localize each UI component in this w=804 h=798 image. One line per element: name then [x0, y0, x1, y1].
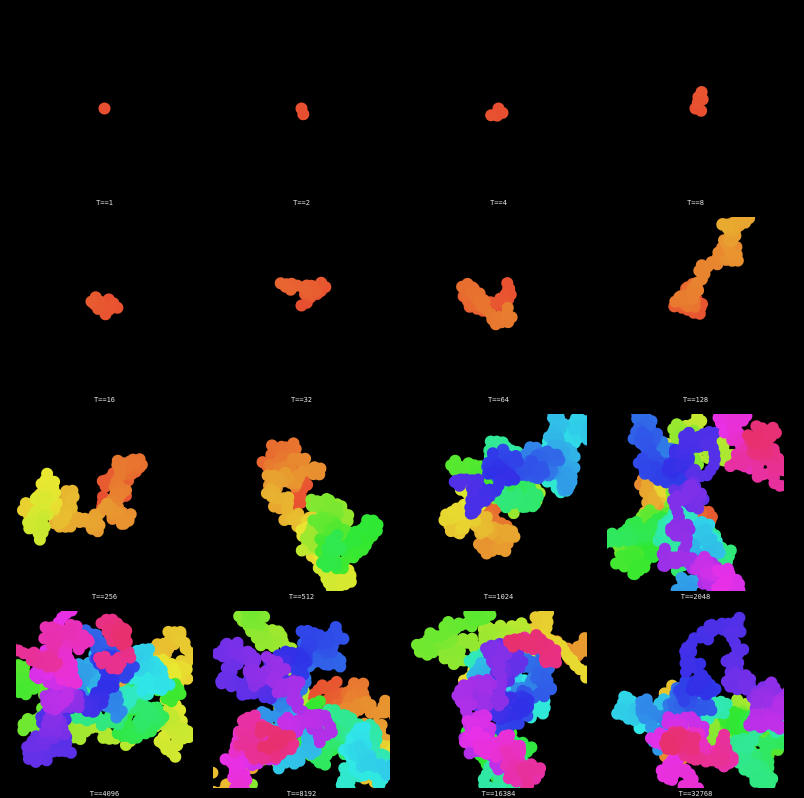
blob [280, 278, 293, 291]
blob [98, 102, 111, 115]
blob [585, 428, 587, 437]
blob [607, 534, 612, 546]
panel-image [85, 291, 124, 321]
blob [85, 295, 98, 308]
panel-label: T==4 [490, 199, 507, 207]
panel-label: T==32 [291, 396, 312, 404]
blob [501, 301, 514, 314]
panel-label: T==8 [687, 199, 704, 207]
blob [547, 414, 559, 418]
blob [742, 429, 755, 442]
panel-label: T==4096 [90, 790, 120, 798]
blob [36, 526, 49, 539]
panel-label: T==256 [92, 593, 117, 601]
panel-label: T==512 [289, 593, 314, 601]
blob [16, 651, 17, 657]
panel-label: T==1 [96, 199, 113, 207]
panel-image [213, 611, 390, 788]
panel-image [274, 276, 332, 312]
panel-image [98, 102, 111, 115]
panel-image [607, 414, 784, 591]
blob [485, 109, 498, 122]
blob [333, 543, 345, 556]
blob [721, 589, 729, 591]
blob [16, 682, 20, 695]
blob [779, 479, 784, 492]
panel-label: T==2048 [681, 593, 711, 601]
blob [65, 611, 78, 617]
blob [670, 589, 678, 591]
panel-label: T==1024 [484, 593, 514, 601]
panel-image [668, 217, 756, 320]
panel-label: T==64 [488, 396, 509, 404]
panel-label: T==8192 [287, 790, 317, 798]
blob [65, 611, 71, 612]
blob [297, 108, 310, 121]
panel-image [295, 102, 310, 121]
blob [454, 479, 467, 492]
blob [16, 643, 19, 654]
panel-image [485, 102, 509, 122]
panel-image [17, 453, 148, 546]
panel-label: T==2 [293, 199, 310, 207]
panel-label: T==16 [94, 396, 115, 404]
panel-image [256, 437, 384, 591]
panel-image [456, 277, 518, 331]
blob [120, 624, 133, 637]
blob [675, 588, 686, 591]
panel-image [16, 611, 193, 768]
blob [716, 584, 729, 591]
panel-label: T==128 [683, 396, 708, 404]
panel-image [438, 414, 587, 560]
panel-image [689, 86, 709, 117]
blob [716, 218, 729, 231]
blob [695, 86, 708, 98]
